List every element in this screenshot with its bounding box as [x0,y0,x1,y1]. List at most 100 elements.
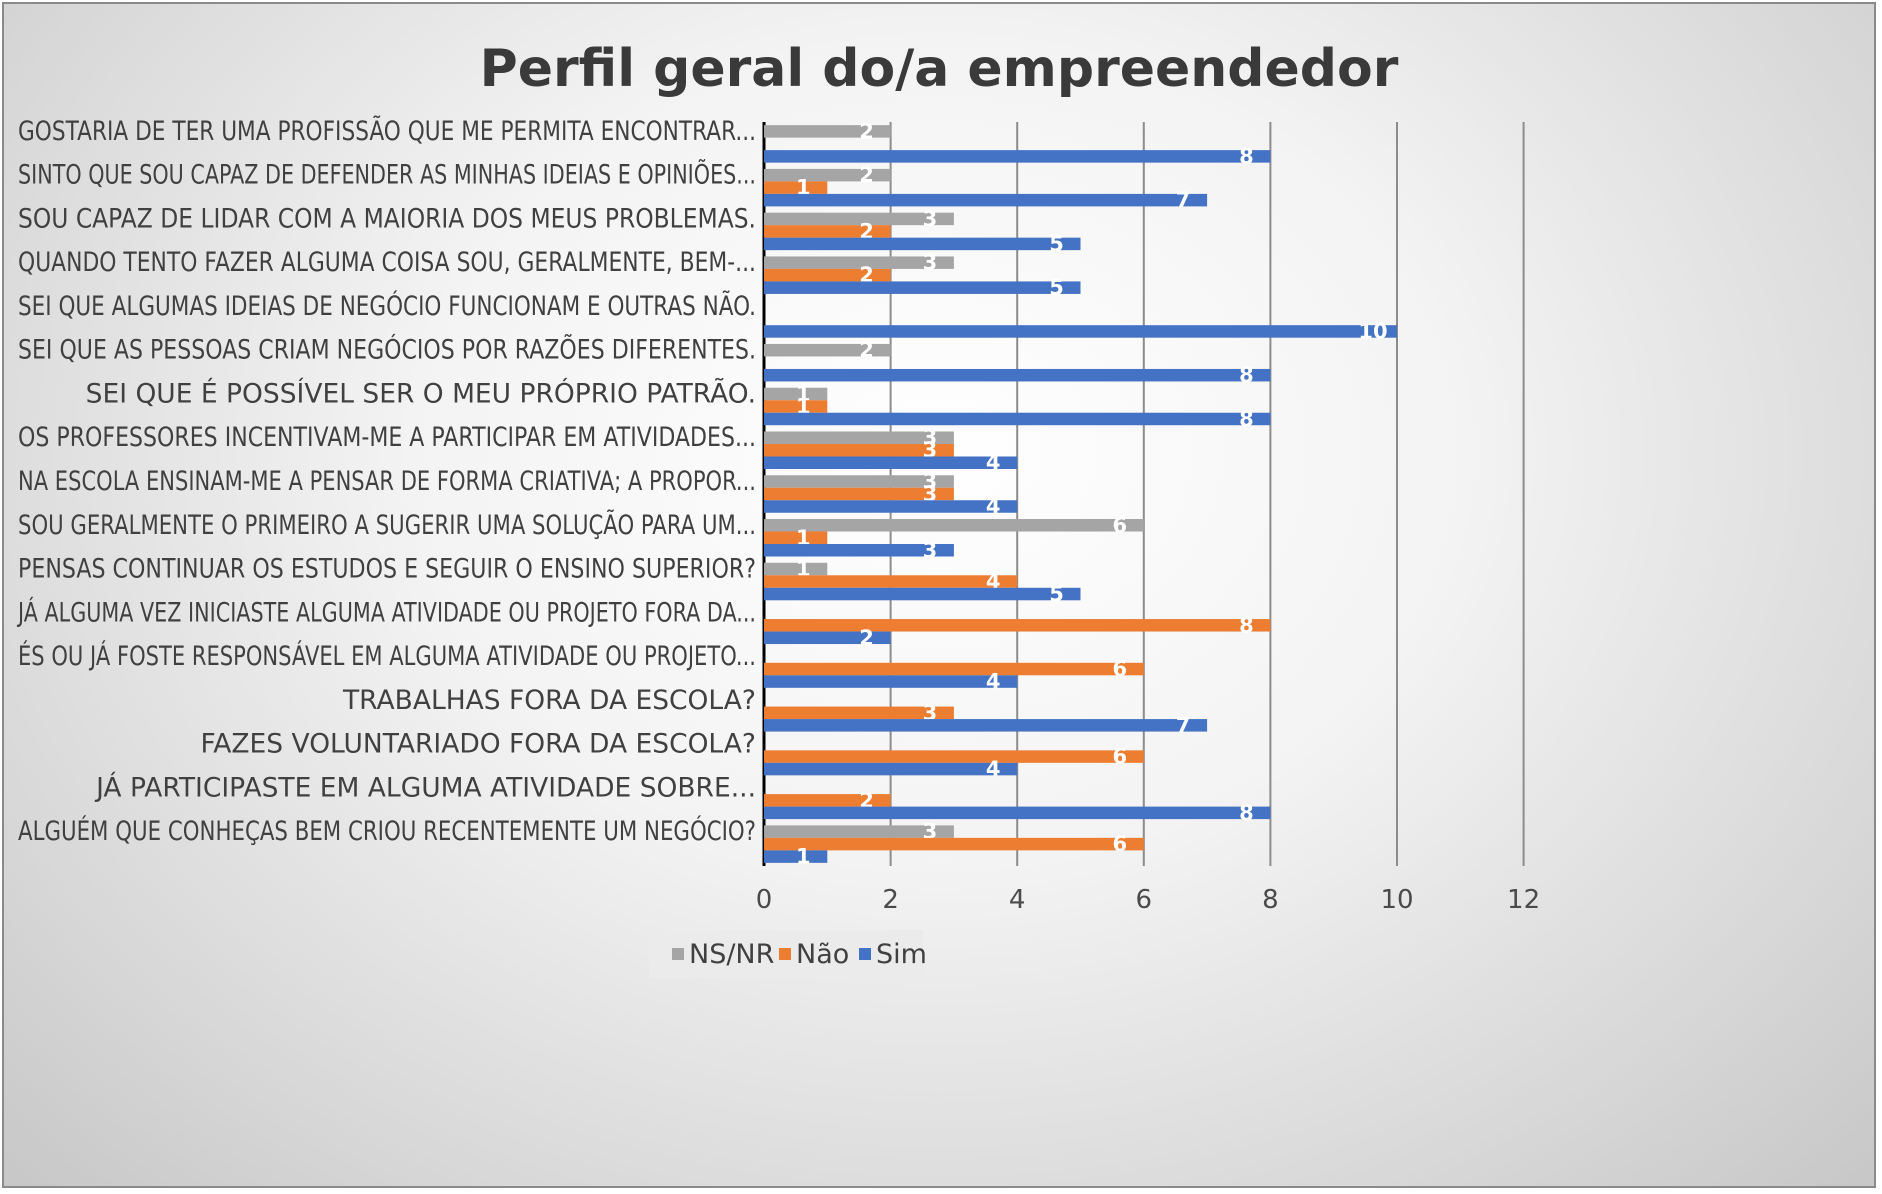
data-label: 4 [986,451,1001,475]
bar [764,837,1144,851]
legend-swatch [779,948,791,960]
data-label: 3 [923,701,938,725]
bar [764,487,954,501]
bar [764,587,1081,601]
bar [764,181,828,194]
bar [764,631,891,645]
data-label: 5 [1049,582,1064,606]
x-axis-ticks: 0 2 4 6 8 10 12 [756,885,1540,915]
data-label: 10 [1358,319,1387,343]
category-bar-group: 6 1 3 [764,513,1144,562]
data-label: 3 [923,538,938,562]
bar [764,168,891,182]
data-label: 3 [923,482,938,506]
data-label: 8 [1239,363,1254,387]
bar [764,675,1018,688]
legend-swatch [672,948,684,960]
category-label: SINTO QUE SOU CAPAZ DE DEFENDER AS MINHA… [18,159,756,191]
legend: NS/NR Não Sim [649,930,927,978]
bar [764,475,954,488]
data-label: 4 [986,757,1001,781]
bar [764,281,1081,294]
bar [764,719,1208,732]
bar [764,325,1397,338]
data-label: 8 [1239,407,1254,431]
data-label: 6 [1112,832,1127,856]
bar [764,662,1144,676]
data-label: 7 [1176,188,1191,212]
data-label: 2 [859,788,874,812]
bar [764,562,828,576]
category-label: JÁ ALGUMA VEZ INICIASTE ALGUMA ATIVIDADE… [16,596,756,628]
category-bar-group: 2 1 7 [764,163,1208,212]
bar [764,762,1018,776]
category-label: ALGUÉM QUE CONHEÇAS BEM CRIOU RECENTEMEN… [18,815,756,847]
bar [764,400,828,413]
chart-title: Perfil geral do/a empreendedor [480,39,1399,99]
category-label: SOU CAPAZ DE LIDAR COM A MAIORIA DOS MEU… [18,203,756,234]
data-label: 3 [923,251,938,275]
bar [764,237,1081,251]
x-tick-label: 4 [1009,885,1026,915]
chart: Perfil geral do/a empreendedor 282173253… [16,39,1540,978]
data-label: 7 [1176,713,1191,737]
data-label: 3 [923,470,938,494]
data-label: 2 [859,163,874,187]
x-tick-label: 0 [756,885,773,915]
legend-label: Não [796,939,849,970]
data-label: 6 [1112,513,1127,537]
category-bar-group: 28 [764,338,1271,387]
category-bar-group: 1 4 5 [764,557,1081,606]
bar [764,343,891,357]
bars: 2821732532510281183343346131458264376428… [764,119,1397,869]
category-bar-group: 33 4 [764,470,1018,519]
legend-label: NS/NR [689,939,774,970]
bar [764,619,1271,632]
data-label: 1 [796,382,811,406]
data-label: 8 [1239,144,1254,168]
legend-label: Sim [876,939,927,970]
data-label: 5 [1049,232,1064,256]
data-label: 2 [859,626,874,650]
data-label: 3 [923,207,938,231]
category-label: OS PROFESSORES INCENTIVAM-ME A PARTICIPA… [18,422,756,453]
bar [764,368,1271,382]
bar [764,431,954,444]
bar [764,387,828,401]
legend-swatch [859,948,871,960]
data-label: 2 [859,338,874,362]
category-label: SEI QUE É POSSÍVEL SER O MEU PRÓPRIO PAT… [86,377,756,409]
bar [764,750,1144,763]
category-bar-group: 10 [764,319,1397,343]
category-bar-group: 64 [764,745,1144,781]
data-label: 3 [923,426,938,450]
data-label: 3 [923,820,938,844]
bar [764,531,828,545]
category-bar-group: 37 [764,701,1208,737]
category-label: SEI QUE AS PESSOAS CRIAM NEGÓCIOS POR RA… [18,334,756,366]
bar [764,806,1271,820]
category-label: JÁ PARTICIPASTE EM ALGUMA ATIVIDADE SOBR… [94,771,756,803]
data-label: 4 [986,570,1001,594]
data-label: 2 [859,263,874,287]
data-label: 1 [796,526,811,550]
category-bar-group: 28 [764,788,1271,825]
x-tick-label: 12 [1507,885,1540,915]
category-labels: GOSTARIA DE TER UMA PROFISSÃO QUE ME PER… [16,115,756,847]
bar [764,519,1144,532]
bar [764,456,1018,469]
bar [764,500,1018,513]
bar [764,412,1271,426]
data-label: 8 [1239,613,1254,637]
bar [764,193,1208,207]
category-label: ÉS OU JÁ FOSTE RESPONSÁVEL EM ALGUMA ATI… [18,640,756,672]
data-label: 1 [796,394,811,418]
data-label: 1 [796,557,811,581]
category-bar-group: 33 4 [764,426,1018,475]
bar [764,225,891,238]
category-bar-group: 64 [764,657,1144,694]
x-tick-label: 2 [882,885,899,915]
category-label: GOSTARIA DE TER UMA PROFISSÃO QUE ME PER… [18,115,756,147]
x-tick-label: 10 [1380,885,1413,915]
data-label: 4 [986,670,1001,694]
